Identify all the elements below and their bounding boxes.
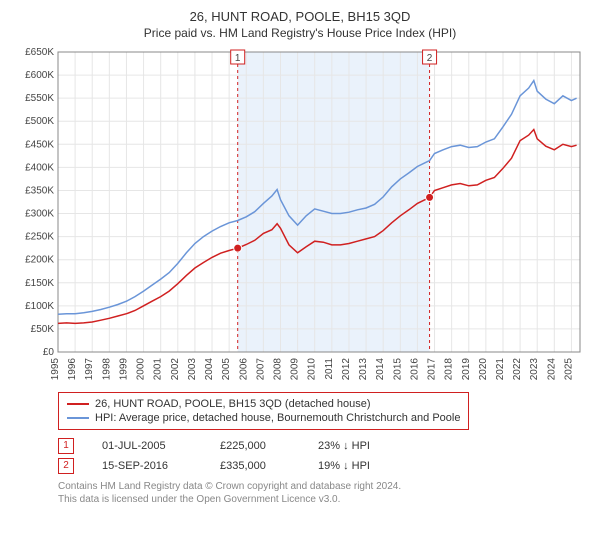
svg-text:2005: 2005: [221, 358, 232, 381]
sale-diff: 19% ↓ HPI: [318, 460, 398, 472]
svg-text:1999: 1999: [118, 358, 129, 381]
svg-text:2014: 2014: [375, 358, 386, 381]
svg-text:2000: 2000: [136, 358, 147, 381]
svg-text:2025: 2025: [563, 358, 574, 381]
footnote: Contains HM Land Registry data © Crown c…: [58, 480, 588, 506]
svg-text:2016: 2016: [409, 358, 420, 381]
svg-text:2004: 2004: [204, 358, 215, 381]
sale-row: 1 01-JUL-2005 £225,000 23% ↓ HPI: [58, 436, 588, 456]
svg-text:2021: 2021: [495, 358, 506, 381]
svg-text:£250K: £250K: [25, 232, 54, 243]
svg-text:£50K: £50K: [31, 324, 55, 335]
chart-container: 26, HUNT ROAD, POOLE, BH15 3QD Price pai…: [0, 0, 600, 514]
svg-text:2018: 2018: [444, 358, 455, 381]
line-chart-svg: £0 £50K £100K £150K £200K £250K £300K £350K £400…: [12, 46, 588, 386]
svg-text:2003: 2003: [187, 358, 198, 381]
sale-row: 2 15-SEP-2016 £335,000 19% ↓ HPI: [58, 456, 588, 476]
legend-label: HPI: Average price, detached house, Bour…: [95, 412, 460, 424]
sale-price: £225,000: [220, 440, 290, 452]
sale-diff: 23% ↓ HPI: [318, 440, 398, 452]
svg-text:£450K: £450K: [25, 139, 54, 150]
svg-text:£400K: £400K: [25, 163, 54, 174]
svg-text:2006: 2006: [238, 358, 249, 381]
chart-subtitle: Price paid vs. HM Land Registry's House …: [12, 26, 588, 40]
svg-text:£350K: £350K: [25, 186, 54, 197]
svg-text:£550K: £550K: [25, 93, 54, 104]
svg-text:2002: 2002: [170, 358, 181, 381]
svg-text:2015: 2015: [392, 358, 403, 381]
sale-marker: 2: [58, 458, 74, 474]
svg-text:2011: 2011: [324, 358, 335, 380]
svg-text:1996: 1996: [67, 358, 78, 381]
legend-label: 26, HUNT ROAD, POOLE, BH15 3QD (detached…: [95, 398, 371, 410]
svg-text:£300K: £300K: [25, 209, 54, 220]
svg-text:2019: 2019: [461, 358, 472, 381]
svg-text:2007: 2007: [255, 358, 266, 381]
svg-text:2020: 2020: [478, 358, 489, 381]
svg-text:£150K: £150K: [25, 278, 54, 289]
footnote-line1: Contains HM Land Registry data © Crown c…: [58, 480, 588, 493]
chart-area: £0 £50K £100K £150K £200K £250K £300K £350K £400…: [12, 46, 588, 386]
svg-text:£650K: £650K: [25, 47, 54, 58]
svg-text:2001: 2001: [153, 358, 164, 381]
svg-text:£0: £0: [43, 347, 55, 358]
legend-swatch: [67, 403, 89, 405]
sale-date: 15-SEP-2016: [102, 460, 192, 472]
svg-text:2024: 2024: [546, 358, 557, 381]
svg-text:1997: 1997: [84, 358, 95, 381]
svg-text:2022: 2022: [512, 358, 523, 381]
svg-text:2013: 2013: [358, 358, 369, 381]
svg-text:1: 1: [235, 53, 241, 64]
svg-text:2010: 2010: [307, 358, 318, 381]
svg-text:£600K: £600K: [25, 70, 54, 81]
legend-swatch: [67, 417, 89, 419]
svg-text:2008: 2008: [272, 358, 283, 381]
legend-item: HPI: Average price, detached house, Bour…: [67, 411, 460, 425]
legend-item: 26, HUNT ROAD, POOLE, BH15 3QD (detached…: [67, 397, 460, 411]
sales-table: 1 01-JUL-2005 £225,000 23% ↓ HPI 2 15-SEP-201…: [58, 436, 588, 476]
footnote-line2: This data is licensed under the Open Gov…: [58, 493, 588, 506]
sale-marker: 1: [58, 438, 74, 454]
svg-text:2009: 2009: [290, 358, 301, 381]
svg-text:2: 2: [427, 53, 433, 64]
svg-text:2023: 2023: [529, 358, 540, 381]
svg-text:2012: 2012: [341, 358, 352, 381]
svg-text:1998: 1998: [101, 358, 112, 381]
svg-text:2017: 2017: [427, 358, 438, 381]
sale-date: 01-JUL-2005: [102, 440, 192, 452]
svg-text:£100K: £100K: [25, 301, 54, 312]
legend: 26, HUNT ROAD, POOLE, BH15 3QD (detached…: [58, 392, 469, 430]
svg-text:£500K: £500K: [25, 116, 54, 127]
chart-title: 26, HUNT ROAD, POOLE, BH15 3QD: [12, 8, 588, 26]
svg-text:£200K: £200K: [25, 255, 54, 266]
svg-text:1995: 1995: [50, 358, 61, 381]
sale-price: £335,000: [220, 460, 290, 472]
